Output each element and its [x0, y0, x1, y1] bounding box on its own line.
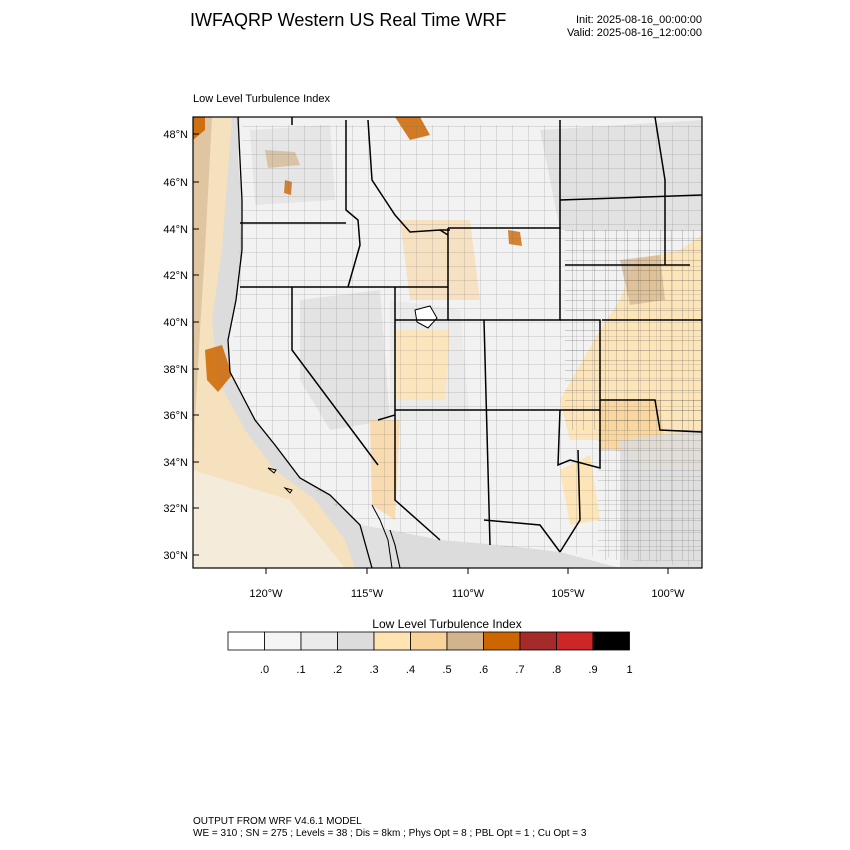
map-panel [193, 117, 702, 568]
map-frame [192, 116, 703, 569]
colorbar-tick-label: .9 [588, 664, 597, 676]
colorbar-title: Low Level Turbulence Index [372, 617, 522, 631]
colorbar-tick-labels: .0 .1 .2 .3 .4 .5 .6 .7 .8 .9 1 [260, 664, 633, 676]
colorbar-tick-label: 1 [626, 664, 632, 676]
colorbar-tick-label: .1 [296, 664, 305, 676]
lon-label: 100°W [651, 588, 685, 600]
lat-label: 36°N [163, 410, 188, 422]
lon-label: 120°W [249, 588, 283, 600]
lat-label: 38°N [163, 364, 188, 376]
colorbar-box [300, 631, 338, 651]
lon-label: 110°W [452, 588, 485, 600]
lat-label: 34°N [163, 457, 188, 469]
lat-label: 46°N [163, 177, 188, 189]
init-time: Init: 2025-08-16_00:00:00 [576, 14, 702, 26]
colorbar-tick-label: .6 [479, 664, 488, 676]
lat-labels: 48°N 46°N 44°N 42°N 40°N 38°N 36°N 34°N … [163, 129, 188, 562]
colorbar-tick-label: .3 [369, 664, 378, 676]
lon-label: 115°W [351, 588, 384, 600]
lat-label: 42°N [163, 270, 188, 282]
lat-label: 30°N [163, 550, 188, 562]
model-info-line2: WE = 310 ; SN = 275 ; Levels = 38 ; Dis … [193, 828, 587, 839]
pacific-coastline [227, 117, 373, 568]
lat-label: 40°N [163, 317, 188, 329]
colorbar-tick-label: .7 [515, 664, 524, 676]
lat-label: 48°N [163, 129, 188, 141]
colorbar-box [227, 631, 265, 651]
model-info-line1: OUTPUT FROM WRF V4.6.1 MODEL [193, 816, 362, 827]
plot-title: IWFAQRP Western US Real Time WRF [190, 10, 507, 30]
lon-label: 105°W [551, 588, 585, 600]
colorbar-box [264, 631, 302, 651]
lat-label: 32°N [163, 503, 188, 515]
colorbar-tick-label: .0 [260, 664, 269, 676]
colorbar-box [410, 631, 448, 651]
lat-label: 44°N [163, 224, 188, 236]
colorbar-box [446, 631, 484, 651]
colorbar [227, 631, 630, 651]
colorbar-tick-label: .4 [406, 664, 415, 676]
colorbar-box [556, 631, 594, 651]
field-label: Low Level Turbulence Index [193, 93, 330, 105]
colorbar-box [337, 631, 375, 651]
colorbar-tick-label: .2 [333, 664, 342, 676]
valid-time: Valid: 2025-08-16_12:00:00 [567, 27, 702, 39]
lon-labels: 120°W 115°W 110°W 105°W 100°W [249, 588, 685, 600]
state-borders [240, 117, 702, 553]
lon-ticks [265, 568, 669, 574]
colorbar-box [592, 631, 630, 651]
lat-ticks [193, 133, 199, 556]
colorbar-box [373, 631, 411, 651]
colorbar-box [519, 631, 557, 651]
colorbar-tick-label: .8 [552, 664, 561, 676]
colorbar-box [483, 631, 521, 651]
colorbar-tick-label: .5 [442, 664, 451, 676]
